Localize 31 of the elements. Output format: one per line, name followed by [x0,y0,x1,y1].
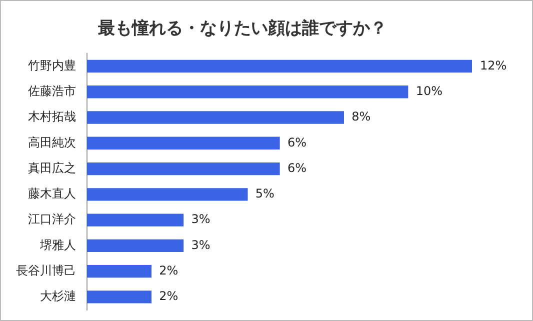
bar [87,86,408,98]
data-label: 5% [255,186,274,201]
bar [87,290,152,304]
y-tick-label: 藤木直人 [28,186,76,201]
data-label: 12% [480,58,507,72]
y-tick-label: 堺雅人 [39,238,76,252]
data-label: 3% [191,212,210,226]
data-label: 6% [288,160,307,175]
data-label: 6% [288,135,307,150]
data-label: 2% [159,289,178,304]
y-tick-label: 真田広之 [28,160,76,175]
y-tick-label: 大杉漣 [40,289,76,304]
chart-title: 最も憧れる・なりたい顔は誰ですか？ [97,18,387,39]
bar [87,239,184,252]
bar [87,265,152,278]
y-tick-label: 佐藤浩市 [28,84,76,98]
bar [87,111,344,124]
y-tick-label: 木村拓哉 [28,110,76,124]
y-tick-label: 江口洋介 [28,212,76,226]
data-label: 8% [352,110,371,124]
bar [87,60,472,73]
data-label: 2% [159,263,178,278]
data-label: 10% [416,84,443,98]
y-tick-label: 長谷川博己 [16,263,76,278]
y-tick-label: 竹野内豊 [28,58,76,72]
bar [87,188,248,201]
bar [87,162,280,176]
bar [87,136,280,150]
bar [87,214,184,226]
y-tick-label: 高田純次 [28,135,76,150]
data-label: 3% [191,238,210,252]
